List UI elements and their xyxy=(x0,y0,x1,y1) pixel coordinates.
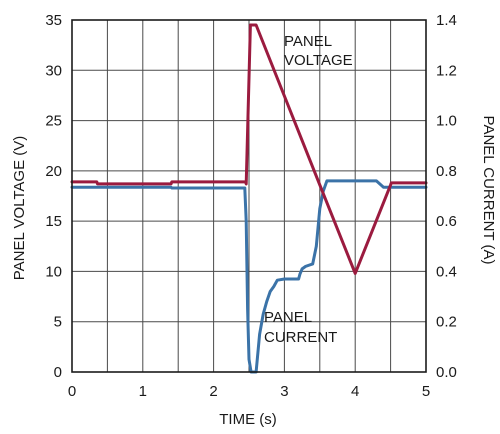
y-left-tick-label: 10 xyxy=(45,263,62,280)
y-right-tick-label: 1.2 xyxy=(436,62,457,79)
y-left-tick-label: 30 xyxy=(45,62,62,79)
x-tick-label: 5 xyxy=(422,383,430,400)
x-tick-label: 1 xyxy=(139,383,147,400)
annotation-voltage-line1: PANEL xyxy=(284,33,332,50)
y-right-tick-label: 0.6 xyxy=(436,213,457,230)
series-line-panel-current xyxy=(70,179,428,374)
series-line-panel-voltage xyxy=(70,23,428,275)
x-tick-label: 4 xyxy=(351,383,359,400)
x-tick-label: 3 xyxy=(280,383,288,400)
y-left-tick-label: 35 xyxy=(45,12,62,29)
y-right-tick-label: 0.0 xyxy=(436,364,457,381)
y-left-tick-label: 15 xyxy=(45,213,62,230)
annotation-panel-voltage: PANEL VOLTAGE xyxy=(284,33,353,69)
y-left-tick-label: 25 xyxy=(45,113,62,130)
x-axis-label: TIME (s) xyxy=(219,411,277,428)
x-tick-label: 0 xyxy=(68,383,76,400)
y-right-axis-label: PANEL CURRENT (A) xyxy=(480,116,497,265)
annotation-voltage-line2: VOLTAGE xyxy=(284,52,353,69)
series-layer xyxy=(70,23,428,374)
y-right-tick-label: 1.4 xyxy=(436,12,457,29)
y-left-tick-label: 5 xyxy=(54,314,62,331)
y-left-tick-label: 0 xyxy=(54,364,62,381)
plot-frame xyxy=(71,19,427,373)
y-left-axis-label: PANEL VOLTAGE (V) xyxy=(11,136,28,280)
annotation-current-line1: PANEL xyxy=(264,309,312,326)
x-tick-label: 2 xyxy=(209,383,217,400)
annotation-panel-current: PANEL CURRENT xyxy=(264,309,337,346)
y-right-tick-label: 1.0 xyxy=(436,113,457,130)
y-right-tick-label: 0.8 xyxy=(436,163,457,180)
y-left-tick-label: 20 xyxy=(45,163,62,180)
tick-labels: 0 1 2 3 4 5 0 5 10 15 20 25 30 35 0.0 0.2 0.4 0.6 0.8 1.0 1.… xyxy=(45,12,457,400)
annotation-current-line2: CURRENT xyxy=(264,329,337,346)
y-right-tick-label: 0.4 xyxy=(436,263,457,280)
y-right-tick-label: 0.2 xyxy=(436,314,457,331)
